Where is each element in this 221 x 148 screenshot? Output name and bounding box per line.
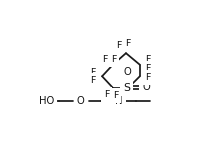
Text: F: F: [102, 55, 107, 64]
Text: F: F: [104, 90, 109, 99]
Text: F: F: [113, 91, 119, 100]
Text: F: F: [111, 55, 116, 64]
Text: O: O: [77, 96, 84, 106]
Text: N: N: [115, 96, 123, 106]
Text: F: F: [90, 76, 95, 85]
Text: HO: HO: [39, 96, 54, 106]
Text: F: F: [126, 39, 131, 48]
Text: F: F: [146, 64, 151, 73]
Text: F: F: [146, 73, 151, 82]
Text: F: F: [145, 55, 150, 64]
Text: O: O: [124, 67, 131, 77]
Text: F: F: [90, 68, 95, 77]
Text: O: O: [142, 82, 150, 92]
Text: F: F: [116, 41, 122, 50]
Text: S: S: [123, 83, 130, 93]
